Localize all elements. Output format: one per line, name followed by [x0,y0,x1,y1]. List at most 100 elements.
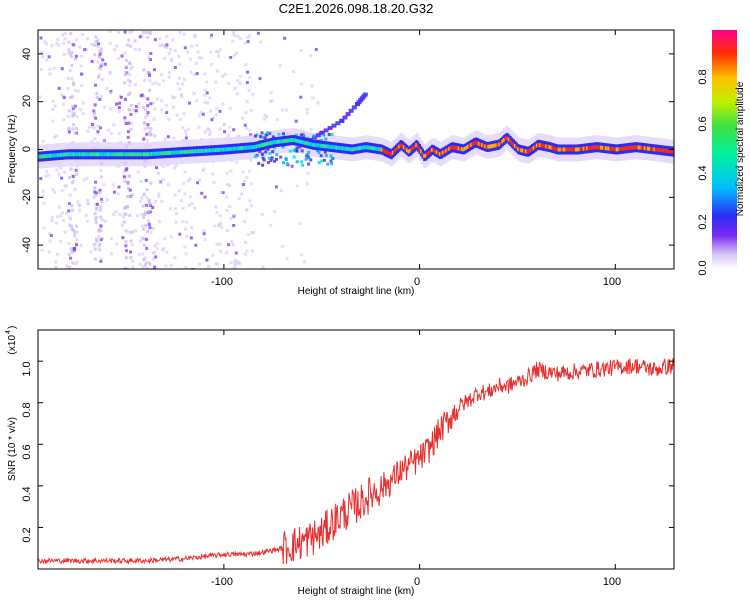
heatmap-noise-cell [203,195,207,199]
heatmap-branch-cell [345,112,351,117]
heatmap-blob-cell [267,156,271,160]
heatmap-ridge-core [72,152,75,157]
heatmap-noise-cell [48,72,52,76]
heatmap-noise-cell [166,163,170,167]
heatmap-noise-cell [178,87,182,91]
heatmap-ridge-core [117,152,121,157]
heatmap-noise-cell [103,105,107,109]
heatmap-ridge-core [164,151,168,156]
heatmap-noise-cell [137,102,141,106]
heatmap-noise-cell [148,263,152,267]
heatmap-ridge-core [185,149,188,154]
heatmap-noise-cell [164,103,168,107]
heatmap-blob-cell [304,157,308,161]
heatmap-noise-cell [117,185,121,189]
heatmap-noise-cell [78,108,82,112]
heatmap-noise-cell [60,93,64,97]
snr-multiplier-base: (x10 [7,335,18,355]
colorbar-tick-label: 0.0 [697,260,709,275]
heatmap-noise-cell [215,211,219,215]
heatmap-ridge-core [474,140,478,145]
heatmap-noise-cell [103,62,107,66]
heatmap-noise-cell [98,243,102,247]
heatmap-ridge-core [260,143,263,148]
heatmap-ridge-core [213,148,216,153]
heatmap-noise-cell [129,239,133,243]
heatmap-noise-cell [203,130,207,134]
heatmap-noise-cell [149,51,153,55]
heatmap-blob-cell [317,150,321,154]
heatmap-noise-cell [39,177,43,181]
heatmap-noise-cell [129,112,133,116]
heatmap-ridge-core [327,144,331,149]
heatmap-blob-cell [324,154,328,158]
heatmap-ridge-core [535,143,539,148]
heatmap-noise-cell [134,104,138,108]
heatmap-noise-cell [51,99,55,103]
heatmap-noise-cell [94,216,98,220]
heatmap-noise-cell [94,180,98,184]
heatmap-noise-cell [70,250,74,254]
heatmap-ridge-core [114,152,118,157]
heatmap-noise-cell [239,74,243,78]
heatmap-ridge-core [233,146,237,151]
heatmap-noise-cell [70,224,74,228]
heatmap-noise-cell [222,123,226,127]
heatmap-noise-cell [115,102,119,106]
heatmap-noise-cell [154,81,158,85]
heatmap-ridge-core [274,140,277,145]
heatmap-noise-cell [72,123,76,127]
heatmap-ridge-core [593,145,597,150]
heatmap-ridge-core [138,152,141,157]
heatmap-ridge-core [319,143,323,148]
heatmap-noise-cell [92,114,96,118]
heatmap-noise-cell [244,111,248,115]
heatmap-blob-cell [329,159,333,163]
heatmap-ridge-core [526,149,529,154]
heatmap-noise-cell [143,116,147,120]
heatmap-noise-cell [316,101,320,105]
heatmap-ridge-core [621,146,625,151]
heatmap-noise-cell [245,176,249,180]
heatmap-noise-cell [199,111,203,115]
heatmap-noise-cell [157,82,161,86]
heatmap-noise-cell [123,51,127,55]
heatmap-noise-cell [169,59,173,63]
heatmap-noise-cell [152,257,156,261]
heatmap-noise-cell [99,197,103,201]
heatmap-noise-cell [72,113,76,117]
heatmap-noise-cell [241,116,245,120]
heatmap-blob-cell [329,154,333,158]
heatmap-noise-cell [193,206,197,210]
colorbar-gradient [712,30,737,269]
heatmap-ridge-core [482,143,486,148]
heatmap-ridge-core [61,152,64,157]
heatmap-ridge-core [581,146,584,151]
heatmap-blob-cell [284,157,288,161]
heatmap-blob-cell [326,162,330,166]
heatmap-noise-cell [152,68,156,72]
heatmap-noise-cell [207,127,211,131]
heatmap-noise-cell [203,72,207,76]
heatmap-ridge-core [174,150,177,155]
heatmap-noise-cell [134,109,138,113]
heatmap-ridge-core [659,148,663,153]
heatmap-ridge-core [498,142,501,147]
heatmap-noise-cell [95,40,99,44]
heatmap-noise-cell [71,107,75,111]
heatmap-ridge-core [111,152,115,157]
heatmap-noise-cell [188,57,192,61]
heatmap-ridge-core [654,147,658,152]
heatmap-noise-cell [131,265,135,269]
heatmap-ridge-core [343,146,346,151]
heatmap-noise-cell [246,70,250,74]
heatmap-ridge-core [266,141,270,146]
heatmap-noise-cell [123,120,127,124]
heatmap-noise-cell [99,175,103,179]
heatmap-noise-cell [225,195,229,199]
heatmap-noise-cell [223,130,227,134]
heatmap-ridge-core [656,147,659,152]
heatmap-noise-cell [148,73,152,77]
heatmap-blob-cell [307,156,311,160]
heatmap-noise-cell [98,241,102,245]
